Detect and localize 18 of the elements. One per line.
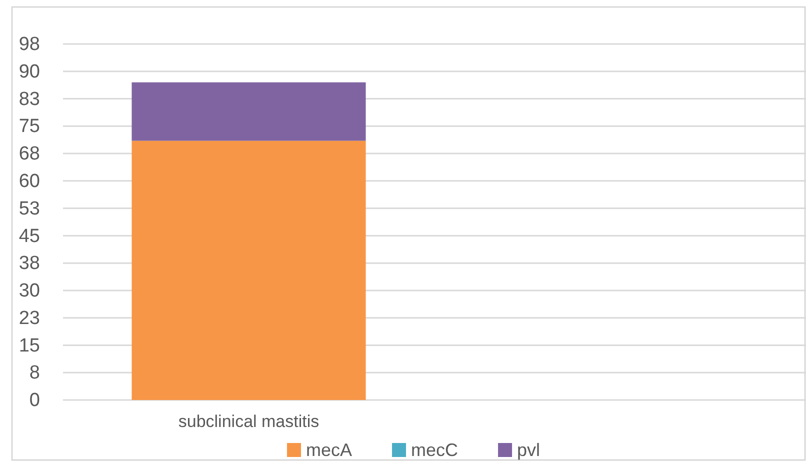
y-tick-label: 38 <box>18 253 40 274</box>
y-tick-label: 90 <box>18 61 40 82</box>
y-tick-label: 68 <box>18 144 40 165</box>
y-tick-label: 45 <box>18 226 40 247</box>
y-tick-label: 83 <box>18 88 40 110</box>
legend-label: pvl <box>517 440 540 460</box>
y-tick-label: 60 <box>18 171 40 192</box>
legend-label: mecC <box>411 440 458 460</box>
y-tick-label: 8 <box>29 362 40 384</box>
y-tick-label: 15 <box>18 335 40 356</box>
y-tick-label: 23 <box>18 308 40 329</box>
y-tick-label: 98 <box>18 34 40 56</box>
x-tick-label: subclinical mastitis <box>178 412 320 432</box>
y-tick-label: 75 <box>18 116 40 138</box>
y-tick-label: 0 <box>29 390 40 412</box>
y-tick-label: 30 <box>18 280 40 302</box>
legend-label: mecA <box>306 440 352 460</box>
y-tick-label: 53 <box>18 198 40 220</box>
